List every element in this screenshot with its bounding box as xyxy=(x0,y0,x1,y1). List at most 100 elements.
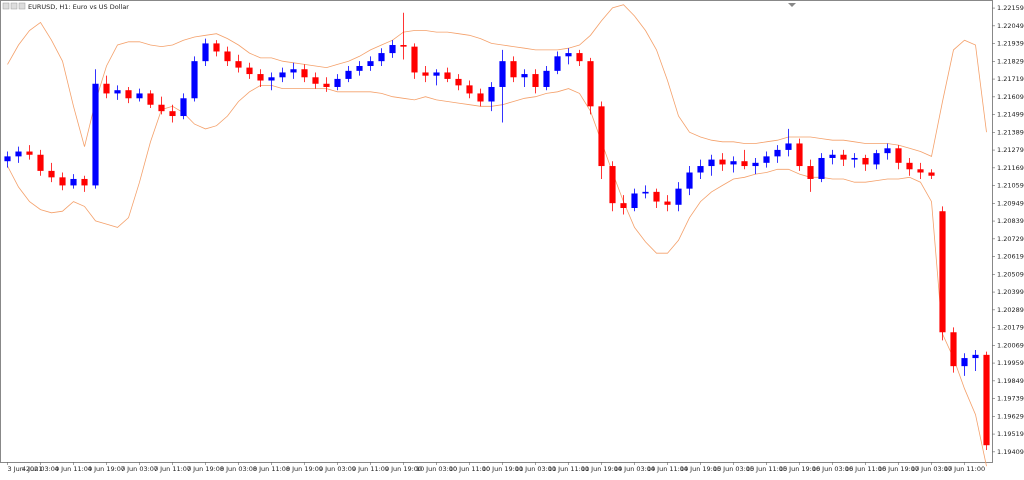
shift-marker[interactable] xyxy=(788,3,796,7)
candle-body xyxy=(246,67,253,75)
candle-body xyxy=(708,159,715,167)
candle-body xyxy=(191,61,198,99)
x-tick-label: 15 Jun 19:00 xyxy=(779,465,820,473)
x-tick-label: 14 Jun 03:00 xyxy=(614,465,655,473)
candle-body xyxy=(763,156,770,163)
x-tick-label: 9 Jun 03:00 xyxy=(319,465,356,473)
candle-body xyxy=(433,72,440,76)
candle-body xyxy=(37,154,44,171)
candle-body xyxy=(466,85,473,94)
candle-body xyxy=(59,177,66,186)
x-tick-label: 9 Jun 11:00 xyxy=(352,465,389,473)
y-tick-label: 1.20179 xyxy=(997,324,1024,332)
y-tick-label: 1.21939 xyxy=(997,40,1024,48)
candle-body xyxy=(565,53,572,57)
x-tick-label: 4 Jun 11:00 xyxy=(55,465,92,473)
candle-body xyxy=(103,83,110,94)
candle-body xyxy=(235,61,242,68)
y-tick-label: 1.22159 xyxy=(997,4,1024,12)
x-tick-label: 15 Jun 03:00 xyxy=(713,465,754,473)
candle-body xyxy=(543,70,550,87)
candle-body xyxy=(411,46,418,73)
candle-body xyxy=(213,43,220,52)
candle-body xyxy=(290,69,297,73)
x-tick-label: 16 Jun 11:00 xyxy=(845,465,886,473)
candle-body xyxy=(950,332,957,367)
candle-body xyxy=(15,151,22,157)
icon[interactable] xyxy=(18,2,26,10)
candle-body xyxy=(422,72,429,76)
candle-body xyxy=(851,157,858,160)
x-tick-label: 14 Jun 19:00 xyxy=(680,465,721,473)
x-tick-label: 16 Jun 19:00 xyxy=(878,465,919,473)
y-tick-label: 1.21169 xyxy=(997,164,1024,172)
candle-body xyxy=(532,74,539,87)
candle-body xyxy=(598,106,605,167)
candle-body xyxy=(92,83,99,186)
chart-title: EURUSD, H1: Euro vs US Dollar xyxy=(28,3,129,11)
y-tick-label: 1.21279 xyxy=(997,146,1024,154)
candle-body xyxy=(158,104,165,112)
plot-frame xyxy=(0,0,993,463)
icon[interactable] xyxy=(10,2,18,10)
y-tick-label: 1.19629 xyxy=(997,412,1024,420)
candle-body xyxy=(829,154,836,158)
candle-body xyxy=(48,170,55,178)
candle-body xyxy=(202,43,209,62)
candle-body xyxy=(796,143,803,167)
candle-body xyxy=(312,77,319,84)
candle-body xyxy=(26,151,33,155)
candle-body xyxy=(862,157,869,165)
candle-body xyxy=(345,70,352,79)
candle-body xyxy=(961,358,968,367)
x-tick-label: 4 Jun 03:00 xyxy=(22,465,59,473)
y-tick-label: 1.19409 xyxy=(997,448,1024,456)
candle-body xyxy=(587,61,594,107)
y-tick-label: 1.21389 xyxy=(997,128,1024,136)
candle-body xyxy=(114,90,121,94)
candle-body xyxy=(609,166,616,204)
candle-body xyxy=(818,157,825,179)
y-tick-label: 1.20839 xyxy=(997,217,1024,225)
x-tick-label: 11 Jun 03:00 xyxy=(515,465,556,473)
y-tick-label: 1.19849 xyxy=(997,377,1024,385)
candle-body xyxy=(906,162,913,170)
x-tick-label: 10 Jun 19:00 xyxy=(482,465,523,473)
candle-body xyxy=(455,78,462,86)
candle-body xyxy=(664,201,671,205)
x-tick-label: 4 Jun 19:00 xyxy=(88,465,125,473)
x-tick-label: 8 Jun 03:00 xyxy=(220,465,257,473)
candle-body xyxy=(378,53,385,62)
candle-body xyxy=(576,53,583,62)
candle-body xyxy=(884,148,891,154)
x-tick-label: 7 Jun 19:00 xyxy=(187,465,224,473)
y-tick-label: 1.21059 xyxy=(997,182,1024,190)
y-tick-label: 1.19739 xyxy=(997,395,1024,403)
candle-body xyxy=(356,66,363,71)
x-tick-label: 16 Jun 03:00 xyxy=(812,465,853,473)
candle-body xyxy=(785,143,792,150)
candle-body xyxy=(741,161,748,167)
candle-body xyxy=(939,211,946,333)
candle-body xyxy=(752,162,759,167)
candle-body xyxy=(521,74,528,78)
candle-body xyxy=(631,193,638,209)
y-tick-label: 1.19519 xyxy=(997,430,1024,438)
candle-body xyxy=(4,156,11,162)
candle-body xyxy=(81,178,88,186)
y-tick-label: 1.20069 xyxy=(997,341,1024,349)
x-tick-label: 7 Jun 11:00 xyxy=(154,465,191,473)
candle-body xyxy=(807,166,814,179)
candle-body xyxy=(983,354,990,446)
candle-body xyxy=(642,191,649,194)
x-tick-label: 11 Jun 11:00 xyxy=(548,465,589,473)
candle-body xyxy=(367,61,374,66)
candle-body xyxy=(730,161,737,165)
icon[interactable] xyxy=(2,2,10,10)
candle-body xyxy=(400,45,407,47)
candle-body xyxy=(136,93,143,99)
candle-body xyxy=(697,166,704,173)
candle-body xyxy=(499,61,506,87)
y-tick-label: 1.20619 xyxy=(997,253,1024,261)
x-tick-label: 17 Jun 11:00 xyxy=(944,465,985,473)
